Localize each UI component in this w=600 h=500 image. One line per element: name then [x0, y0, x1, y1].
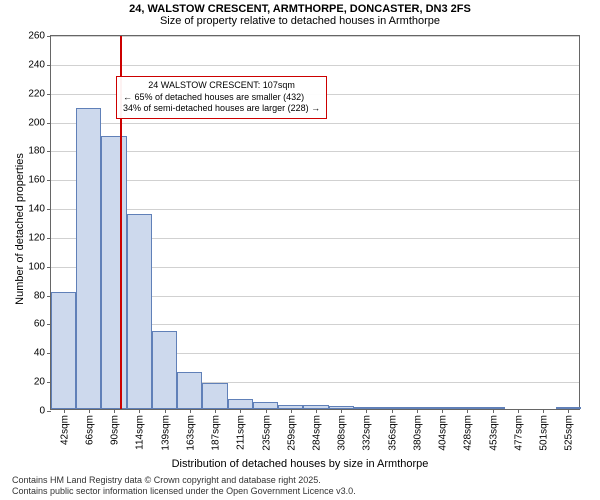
- x-tick-label: 380sqm: [410, 415, 423, 451]
- x-tick-label: 187sqm: [209, 415, 222, 451]
- gridline: [51, 180, 579, 181]
- histogram-bar: [177, 372, 202, 410]
- gridline: [51, 36, 579, 37]
- x-axis-label: Distribution of detached houses by size …: [0, 458, 600, 470]
- annotation-line: ← 65% of detached houses are smaller (43…: [123, 92, 320, 104]
- x-tick-label: 356sqm: [385, 415, 398, 451]
- x-tick-label: 211sqm: [234, 415, 247, 450]
- x-tick-label: 259sqm: [284, 415, 297, 451]
- x-tick-mark: [139, 409, 140, 413]
- x-tick-label: 428sqm: [461, 415, 474, 451]
- x-tick-mark: [89, 409, 90, 413]
- attribution-line2: Contains public sector information licen…: [12, 486, 356, 497]
- x-tick-label: 453sqm: [486, 415, 499, 451]
- x-tick-label: 42sqm: [57, 415, 70, 445]
- histogram-bar: [202, 383, 227, 409]
- histogram-bar: [76, 108, 101, 409]
- x-tick-mark: [190, 409, 191, 413]
- x-tick-label: 284sqm: [310, 415, 323, 451]
- y-axis-label: Number of detached properties: [14, 139, 26, 319]
- x-tick-label: 163sqm: [183, 415, 196, 451]
- x-tick-mark: [417, 409, 418, 413]
- x-tick-mark: [341, 409, 342, 413]
- x-tick-mark: [240, 409, 241, 413]
- histogram-bar: [152, 331, 177, 409]
- annotation-line: 34% of semi-detached houses are larger (…: [123, 103, 320, 115]
- histogram-bar: [101, 136, 126, 409]
- x-tick-label: 501sqm: [537, 415, 550, 451]
- title-area: 24, WALSTOW CRESCENT, ARMTHORPE, DONCAST…: [0, 0, 600, 27]
- x-tick-mark: [442, 409, 443, 413]
- x-tick-label: 404sqm: [436, 415, 449, 451]
- attribution: Contains HM Land Registry data © Crown c…: [12, 475, 356, 497]
- x-tick-label: 308sqm: [335, 415, 348, 451]
- x-tick-mark: [165, 409, 166, 413]
- annotation-box: 24 WALSTOW CRESCENT: 107sqm← 65% of deta…: [116, 76, 327, 119]
- x-tick-mark: [366, 409, 367, 413]
- x-tick-mark: [493, 409, 494, 413]
- x-tick-label: 66sqm: [82, 415, 95, 445]
- x-tick-label: 525sqm: [562, 415, 575, 451]
- y-tick-mark: [47, 411, 51, 412]
- x-tick-mark: [64, 409, 65, 413]
- x-tick-mark: [467, 409, 468, 413]
- x-tick-label: 90sqm: [108, 415, 121, 445]
- histogram-bar: [127, 214, 152, 409]
- x-tick-mark: [266, 409, 267, 413]
- x-tick-label: 235sqm: [259, 415, 272, 451]
- x-tick-mark: [316, 409, 317, 413]
- gridline: [51, 151, 579, 152]
- gridline: [51, 65, 579, 66]
- annotation-line: 24 WALSTOW CRESCENT: 107sqm: [123, 80, 320, 92]
- histogram-bar: [253, 402, 278, 409]
- x-tick-label: 332sqm: [360, 415, 373, 451]
- title-main: 24, WALSTOW CRESCENT, ARMTHORPE, DONCAST…: [0, 3, 600, 15]
- x-tick-label: 477sqm: [511, 415, 524, 451]
- plot-area: 02040608010012014016018020022024026042sq…: [50, 35, 580, 410]
- x-tick-label: 139sqm: [158, 415, 171, 451]
- histogram-bar: [228, 399, 253, 409]
- x-tick-mark: [518, 409, 519, 413]
- x-tick-mark: [543, 409, 544, 413]
- histogram-bar: [51, 292, 76, 409]
- chart-container: 24, WALSTOW CRESCENT, ARMTHORPE, DONCAST…: [0, 0, 600, 500]
- gridline: [51, 209, 579, 210]
- x-tick-mark: [392, 409, 393, 413]
- title-sub: Size of property relative to detached ho…: [0, 15, 600, 27]
- x-tick-mark: [215, 409, 216, 413]
- x-tick-mark: [291, 409, 292, 413]
- gridline: [51, 123, 579, 124]
- attribution-line1: Contains HM Land Registry data © Crown c…: [12, 475, 356, 486]
- x-tick-mark: [568, 409, 569, 413]
- x-tick-mark: [114, 409, 115, 413]
- x-tick-label: 114sqm: [133, 415, 146, 450]
